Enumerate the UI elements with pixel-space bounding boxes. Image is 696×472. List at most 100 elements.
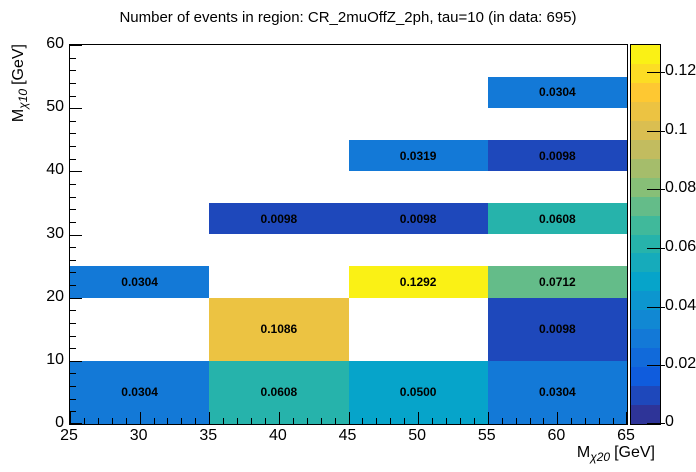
heatmap-cell-value: 0.0304 xyxy=(121,385,158,400)
colorbar-segment xyxy=(631,309,660,330)
x-minor-tick xyxy=(529,418,531,424)
x-tick-label: 30 xyxy=(129,427,148,444)
y-minor-tick xyxy=(70,398,76,400)
x-axis-title-subscript: χ20 xyxy=(590,450,611,464)
colorbar-tick xyxy=(647,306,665,308)
heatmap-cell-value: 0.0098 xyxy=(539,148,576,163)
heatmap-cell: 0.0098 xyxy=(209,202,349,235)
colorbar-segment xyxy=(631,101,660,121)
y-minor-tick xyxy=(70,373,76,375)
colorbar-tick-label: 0.06 xyxy=(665,237,696,255)
colorbar-tick xyxy=(647,247,665,249)
x-minor-tick xyxy=(153,418,155,424)
colorbar-tick-label: 0.12 xyxy=(665,61,696,79)
x-minor-tick xyxy=(97,418,99,424)
y-axis-title: Mχ10[GeV] xyxy=(10,44,30,226)
colorbar-segment xyxy=(631,63,660,83)
heatmap-cell: 0.0304 xyxy=(70,266,210,298)
y-major-tick xyxy=(70,45,82,46)
colorbar xyxy=(630,44,665,425)
colorbar-segment xyxy=(631,234,660,254)
y-tick-label: 60 xyxy=(46,35,64,52)
y-minor-tick xyxy=(70,335,76,337)
x-tick-label: 35 xyxy=(199,427,218,444)
colorbar-segment xyxy=(631,404,660,424)
x-minor-tick xyxy=(125,418,127,424)
colorbar-segment xyxy=(631,158,660,178)
y-tick-label: 30 xyxy=(46,224,64,242)
y-major-tick xyxy=(70,108,82,110)
heatmap-cell-value: 0.0304 xyxy=(539,385,576,400)
colorbar-tick xyxy=(647,130,665,132)
y-minor-tick xyxy=(70,285,76,287)
y-minor-tick xyxy=(70,272,76,274)
y-minor-tick xyxy=(70,70,76,72)
y-minor-tick xyxy=(70,120,76,122)
heatmap-cell-value: 0.0712 xyxy=(539,274,576,289)
x-minor-tick xyxy=(195,418,197,424)
heatmap-cell: 0.0098 xyxy=(487,297,627,361)
heatmap-cell: 0.0304 xyxy=(487,76,627,109)
x-axis-title-unit: [GeV] xyxy=(614,444,655,461)
x-major-tick xyxy=(487,412,489,424)
x-major-tick xyxy=(209,412,211,424)
y-major-tick xyxy=(70,360,82,362)
heatmap-cell-value: 0.0319 xyxy=(399,148,437,163)
y-minor-tick xyxy=(70,82,76,84)
colorbar-segment xyxy=(631,366,660,387)
heatmap-cell-value: 0.0098 xyxy=(539,322,576,337)
y-minor-tick xyxy=(70,133,76,135)
heatmap-cell-value: 0.0304 xyxy=(539,85,576,100)
colorbar-segment xyxy=(631,385,660,406)
x-major-tick xyxy=(139,412,141,424)
x-tick-label: 65 xyxy=(617,427,635,444)
y-minor-tick xyxy=(70,348,76,350)
y-major-tick xyxy=(70,423,82,424)
heatmap-cell-value: 0.0500 xyxy=(399,385,437,400)
y-tick-label: 20 xyxy=(46,287,64,305)
y-minor-tick xyxy=(70,310,76,312)
x-minor-tick xyxy=(264,418,266,424)
x-major-tick xyxy=(626,412,627,424)
colorbar-tick xyxy=(647,423,665,424)
x-tick-label: 55 xyxy=(477,427,496,444)
x-tick-label: 45 xyxy=(338,427,357,444)
x-tick-label: 40 xyxy=(268,427,287,444)
colorbar-segment xyxy=(631,196,660,216)
colorbar-tick-label: 0.02 xyxy=(665,355,696,373)
x-minor-tick xyxy=(237,418,239,424)
x-major-tick xyxy=(557,412,559,424)
y-minor-tick xyxy=(70,95,76,97)
colorbar-segment xyxy=(631,139,660,159)
x-minor-tick xyxy=(362,418,364,424)
colorbar-segment xyxy=(631,328,660,349)
colorbar-tick xyxy=(647,189,665,191)
heatmap-cell-value: 0.0098 xyxy=(399,211,437,226)
y-minor-tick xyxy=(70,247,76,249)
x-major-tick xyxy=(70,412,71,424)
x-minor-tick xyxy=(83,418,85,424)
x-minor-tick xyxy=(543,418,545,424)
y-minor-tick xyxy=(70,158,76,160)
x-minor-tick xyxy=(501,418,503,424)
x-axis-title: Mχ20 [GeV] xyxy=(577,444,655,464)
x-minor-tick xyxy=(432,418,434,424)
x-minor-tick xyxy=(515,418,517,424)
plot-frame: 0.0304 0.0319 0.0098 0.0098 0.0098 0.0608 0.03… xyxy=(69,44,628,425)
x-minor-tick xyxy=(599,418,601,424)
chart-title: Number of events in region: CR_2muOffZ_2… xyxy=(119,9,577,26)
x-minor-tick xyxy=(223,418,225,424)
colorbar-segment xyxy=(631,271,660,292)
y-minor-tick xyxy=(70,221,76,223)
x-minor-tick xyxy=(167,418,169,424)
x-minor-tick xyxy=(111,418,113,424)
colorbar-tick xyxy=(647,71,665,73)
heatmap-cell-value: 0.0304 xyxy=(121,274,158,289)
colorbar-segment xyxy=(631,177,660,197)
heatmap-cell-value: 0.0608 xyxy=(260,385,298,400)
x-tick-label: 25 xyxy=(60,427,78,444)
heatmap-cell-value: 0.0608 xyxy=(539,211,576,226)
x-major-tick xyxy=(348,412,350,424)
y-minor-tick xyxy=(70,183,76,185)
